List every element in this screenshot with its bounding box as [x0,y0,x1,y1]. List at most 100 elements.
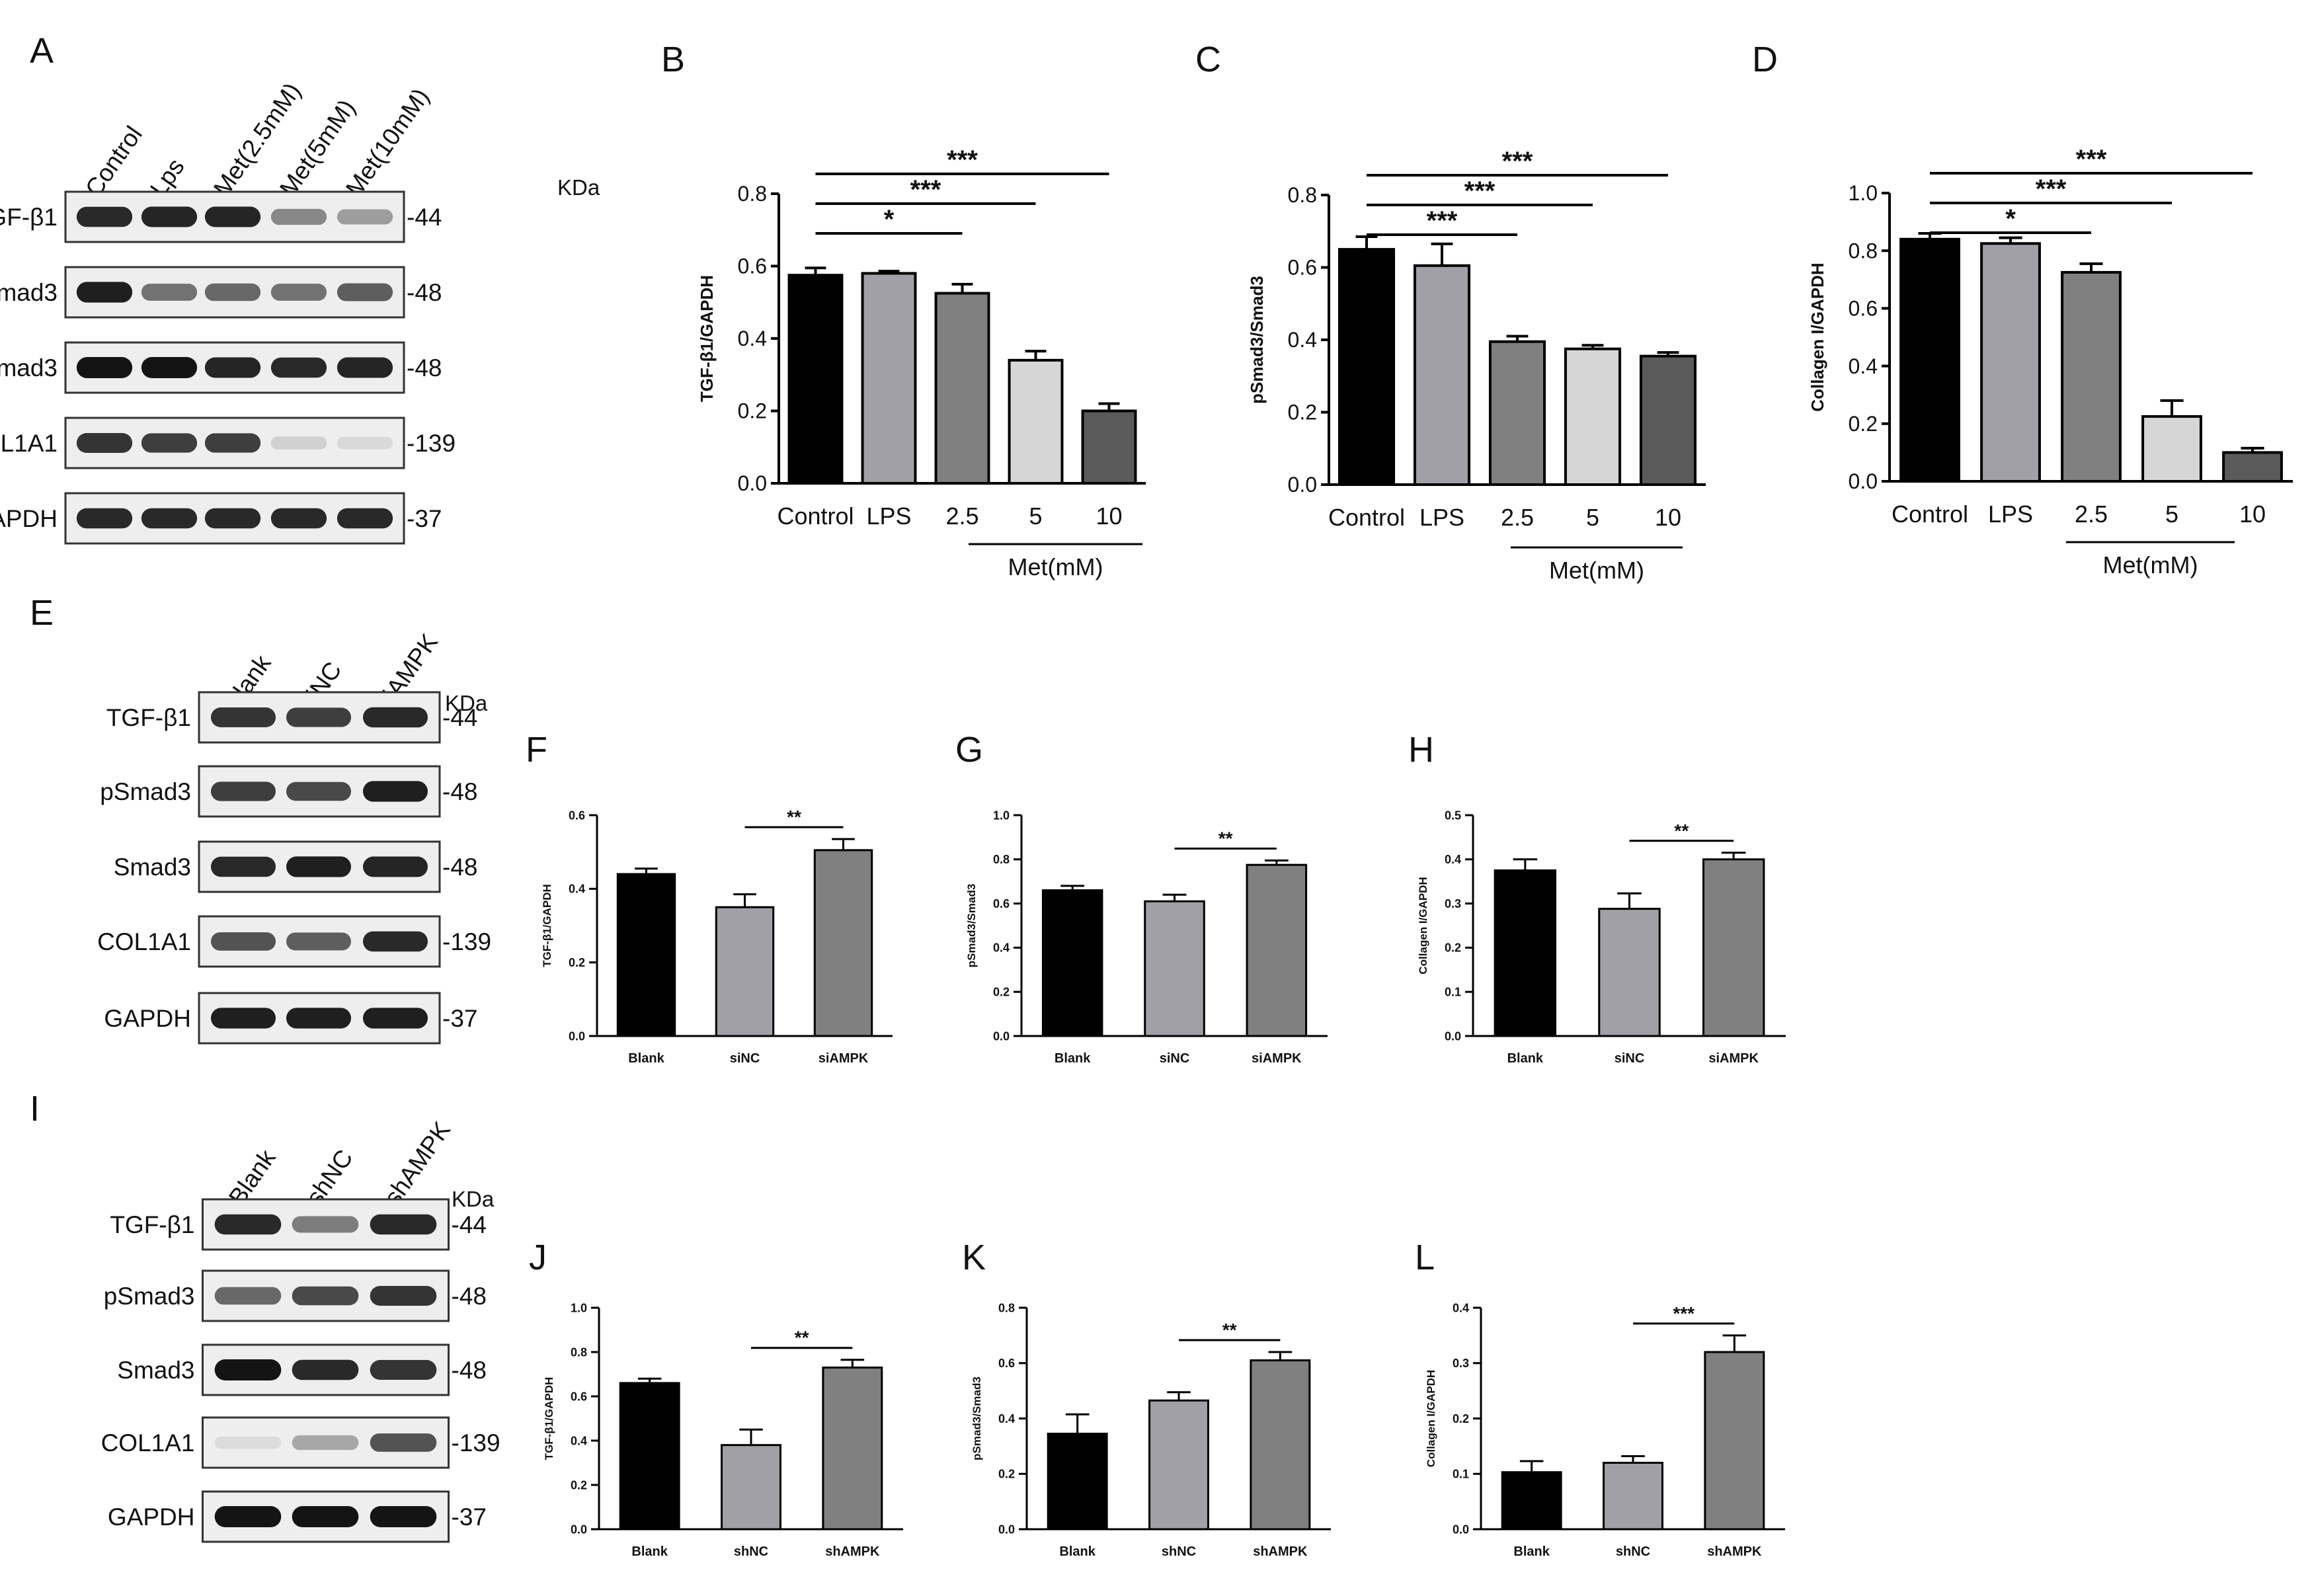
group-label: Met(mM) [1008,553,1103,580]
protein-band [141,284,198,301]
protein-band [270,208,327,225]
x-tick-label: shAMPK [1253,1544,1308,1559]
bar [715,906,775,1037]
protein-band [362,707,428,728]
x-tick-label: siNC [1160,1051,1190,1066]
protein-label: COL1A1 [97,928,191,955]
protein-band [286,1008,352,1029]
y-tick-label: 0.4 [1445,853,1461,866]
bar [2141,415,2202,483]
panel-label: F [526,730,547,770]
y-axis-label: TGF-β1/GAPDH [697,275,717,402]
x-tick-label: Control [777,502,854,530]
y-tick-label: 0.2 [571,1478,587,1492]
blot-row: TGF-β1 -44 [106,691,477,744]
lane-label: Control [80,121,147,201]
y-tick-label: 0.6 [569,809,585,822]
y-tick-label: 0.8 [1288,183,1317,207]
y-axis-label: Collagen I/GAPDH [1425,1370,1437,1467]
y-axis-label: pSmad3/Smad3 [965,884,978,968]
y-tick-label: 0.0 [738,471,767,495]
significance-stars: *** [910,175,941,204]
mw-label: -44 [452,1211,487,1238]
bar [1603,1462,1663,1531]
y-axis-label: Collagen I/GAPDH [1417,877,1429,974]
y-tick-label: 0.8 [1849,239,1878,262]
y-axis-label: pSmad3/Smad3 [971,1377,983,1460]
protein-band [370,1506,437,1527]
mw-label: -37 [407,505,442,532]
y-axis-label: Collagen I/GAPDH [1808,262,1827,411]
x-tick-label: 10 [2239,500,2266,528]
panel-label: L [1415,1238,1435,1277]
blot-row: pSmad3 -48 [0,266,442,319]
y-tick-label: 1.0 [1849,181,1878,205]
x-tick-label: siNC [730,1051,760,1066]
significance-stars: *** [1502,147,1533,176]
protein-band [214,1287,282,1305]
protein-band [141,357,198,378]
x-tick-label: LPS [1419,504,1464,531]
protein-band [286,856,352,877]
protein-band [337,436,393,450]
kda-unit-label: KDa [557,175,600,200]
protein-label: Smad3 [0,354,58,381]
x-tick-label: Blank [628,1051,664,1066]
y-tick-label: 0.4 [569,883,585,896]
x-tick-label: shNC [1616,1544,1650,1559]
x-tick-label: shNC [734,1544,768,1559]
bar-chart-B: B 0.0 0.2 0.4 0.6 0.8 TGF-β1/GAPDH Control LPS 2.… [661,40,1146,580]
y-tick-label: 0.2 [1453,1412,1469,1425]
x-tick-label: 2.5 [1501,504,1534,531]
bar [721,1444,781,1531]
y-tick-label: 0.8 [998,1301,1015,1314]
y-tick-label: 0.2 [1288,401,1317,424]
protein-label: pSmad3 [100,778,191,805]
bar [813,849,873,1037]
mw-label: -37 [452,1503,487,1531]
x-tick-label: 5 [2165,500,2178,528]
protein-band [210,781,276,801]
protein-label: pSmad3 [104,1283,195,1310]
y-axis-label: TGF-β1/GAPDH [543,1377,555,1460]
protein-band [210,932,276,951]
blot-row: Smad3 -48 [114,840,477,893]
mw-label: -139 [452,1429,500,1456]
protein-band [141,508,198,529]
protein-band [270,436,327,450]
mw-label: -48 [442,778,477,805]
y-tick-label: 0.4 [571,1434,587,1447]
bar [1494,869,1557,1037]
significance-stars: *** [947,145,978,175]
y-tick-label: 0.6 [993,897,1010,910]
protein-band [370,1214,437,1235]
protein-band [286,707,352,727]
y-tick-label: 0.1 [1445,986,1461,999]
x-tick-label: 2.5 [2075,500,2108,528]
protein-band [76,508,133,529]
bar [1144,900,1205,1037]
protein-band [214,1214,282,1235]
significance-stars: *** [1427,206,1458,235]
x-tick-label: Blank [1055,1051,1091,1066]
bar [1148,1399,1209,1531]
significance-stars: ** [1218,828,1233,848]
lane-label: Met(10mM) [340,83,434,201]
protein-label: Smad3 [117,1357,194,1384]
panel-label: C [1195,40,1221,79]
y-tick-label: 0.2 [569,956,585,969]
y-tick-label: 0.0 [1453,1523,1469,1536]
protein-label: GAPDH [108,1503,195,1531]
y-axis-label: pSmad3/Smad3 [1247,276,1267,404]
y-tick-label: 0.4 [993,941,1010,955]
protein-band [337,357,393,378]
protein-label: COL1A1 [0,430,58,457]
significance-stars: *** [2036,175,2067,204]
x-tick-label: 5 [1029,502,1042,530]
y-tick-label: 0.6 [1849,297,1878,321]
protein-band [76,357,133,378]
kda-unit-label: KDa [452,1187,495,1211]
y-tick-label: 0.2 [738,399,767,423]
bar [1639,354,1697,487]
